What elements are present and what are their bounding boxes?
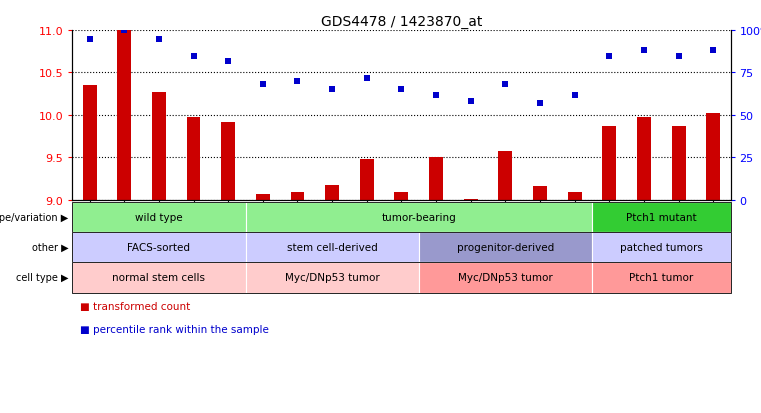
Text: ■ percentile rank within the sample: ■ percentile rank within the sample bbox=[80, 324, 269, 334]
Text: genotype/variation ▶: genotype/variation ▶ bbox=[0, 212, 68, 223]
Text: normal stem cells: normal stem cells bbox=[113, 273, 205, 283]
Bar bbox=[291, 193, 304, 200]
Text: ■ transformed count: ■ transformed count bbox=[80, 301, 190, 311]
Bar bbox=[533, 187, 547, 200]
Bar bbox=[463, 199, 478, 200]
Point bbox=[84, 36, 96, 43]
Text: FACS-sorted: FACS-sorted bbox=[127, 242, 190, 253]
Point bbox=[222, 58, 234, 65]
Bar bbox=[117, 31, 131, 200]
Text: Myc/DNp53 tumor: Myc/DNp53 tumor bbox=[458, 273, 552, 283]
Point bbox=[187, 53, 199, 59]
Point bbox=[707, 48, 719, 55]
Point bbox=[673, 53, 685, 59]
Bar bbox=[152, 93, 166, 200]
Text: wild type: wild type bbox=[135, 212, 183, 223]
Bar bbox=[83, 86, 97, 200]
Bar bbox=[706, 114, 720, 200]
Text: Myc/DNp53 tumor: Myc/DNp53 tumor bbox=[285, 273, 380, 283]
Bar bbox=[498, 152, 512, 200]
Point bbox=[568, 92, 581, 99]
Text: cell type ▶: cell type ▶ bbox=[16, 273, 68, 283]
Text: other ▶: other ▶ bbox=[32, 242, 68, 253]
Text: Ptch1 mutant: Ptch1 mutant bbox=[626, 212, 696, 223]
Bar bbox=[603, 127, 616, 200]
Bar bbox=[221, 122, 235, 200]
Point bbox=[291, 78, 304, 85]
Point bbox=[326, 87, 338, 93]
Bar bbox=[672, 127, 686, 200]
Bar bbox=[429, 157, 443, 200]
Text: tumor-bearing: tumor-bearing bbox=[381, 212, 456, 223]
Point bbox=[534, 100, 546, 107]
Text: patched tumors: patched tumors bbox=[619, 242, 702, 253]
Bar bbox=[568, 193, 581, 200]
Point bbox=[361, 75, 373, 82]
Point bbox=[153, 36, 165, 43]
Point bbox=[256, 82, 269, 88]
Bar bbox=[256, 195, 269, 200]
Point bbox=[430, 92, 442, 99]
Text: stem cell-derived: stem cell-derived bbox=[287, 242, 377, 253]
Point bbox=[603, 53, 616, 59]
Point bbox=[638, 48, 650, 55]
Bar bbox=[186, 117, 200, 200]
Bar bbox=[637, 117, 651, 200]
Point bbox=[396, 87, 408, 93]
Title: GDS4478 / 1423870_at: GDS4478 / 1423870_at bbox=[320, 14, 482, 28]
Bar bbox=[325, 186, 339, 200]
Bar bbox=[394, 193, 409, 200]
Bar bbox=[360, 160, 374, 200]
Point bbox=[465, 99, 477, 105]
Point bbox=[118, 28, 130, 34]
Point bbox=[499, 82, 511, 88]
Text: progenitor-derived: progenitor-derived bbox=[457, 242, 554, 253]
Text: Ptch1 tumor: Ptch1 tumor bbox=[629, 273, 693, 283]
